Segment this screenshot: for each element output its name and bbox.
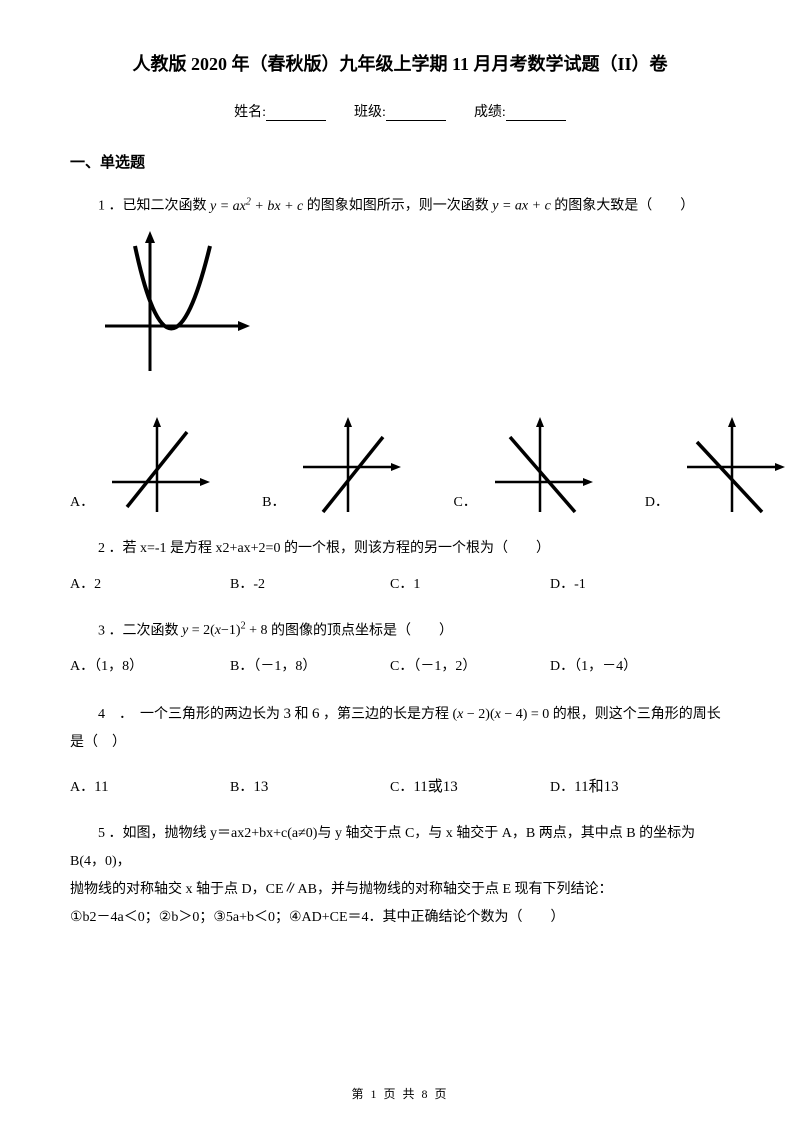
q1-optD-label: D． [645, 489, 669, 517]
q2-optD: D．-1 [550, 571, 710, 599]
q1-graph-c [485, 417, 595, 517]
name-blank[interactable] [266, 107, 326, 121]
q4-optB: B．13 [230, 772, 390, 802]
q1-graph-d [677, 417, 787, 517]
page-title: 人教版 2020 年（春秋版）九年级上学期 11 月月考数学试题（II）卷 [70, 50, 730, 76]
q3-optC: C．（－1，2） [390, 653, 550, 681]
parabola-graph [100, 231, 250, 381]
q4-num2: 6 [312, 706, 320, 722]
page-footer: 第 1 页 共 8 页 [0, 1085, 800, 1102]
q1-text-pre: 1 ．已知二次函数 [98, 199, 207, 214]
q1-formula1: y = ax2 + bx + c [210, 199, 303, 214]
q4-formula: (x − 2)(x − 4) = 0 [453, 707, 550, 722]
score-blank[interactable] [506, 107, 566, 121]
q4-text-pre: 4 ． 一个三角形的两边长为 [98, 707, 280, 722]
q1-text-post: 的图象大致是（ ） [554, 199, 694, 214]
question-1: 1 ．已知二次函数 y = ax2 + bx + c 的图象如图所示，则一次函数… [70, 192, 730, 517]
q2-optB: B．-2 [230, 571, 390, 599]
q3-optB: B．（－1，8） [230, 653, 390, 681]
question-2: 2 ．若 x=-1 是方程 x2+ax+2=0 的一个根，则该方程的另一个根为（… [70, 535, 730, 599]
q4-optD: D．11和13 [550, 772, 710, 802]
q4-text-mid1: 和 [295, 707, 309, 722]
q1-graph-b [293, 417, 403, 517]
q2-optA: A．2 [70, 571, 230, 599]
q3-formula: y = 2(x−1)2 + 8 [182, 623, 267, 638]
q1-formula2: y = ax + c [492, 199, 551, 214]
q4-text-mid2: ，第三边的长是方程 [323, 707, 449, 722]
q2-text: 2 ．若 x=-1 是方程 x2+ax+2=0 的一个根，则该方程的另一个根为（… [70, 535, 730, 563]
question-5: 5 ．如图，抛物线 y＝ax2+bx+c(a≠0)与 y 轴交于点 C，与 x … [70, 820, 730, 932]
q3-text-pre: 3 ．二次函数 [98, 623, 179, 638]
q4-num1: 3 [284, 706, 292, 722]
q5-line3: ①b2－4a＜0；②b＞0；③5a+b＜0；④AD+CE＝4．其中正确结论个数为… [70, 904, 730, 932]
class-label: 班级: [354, 105, 386, 120]
q3-optA: A．（1，8） [70, 653, 230, 681]
q1-text-mid: 的图象如图所示，则一次函数 [307, 199, 489, 214]
q3-optD: D．（1，－4） [550, 653, 710, 681]
q2-optC: C．1 [390, 571, 550, 599]
info-line: 姓名: 班级: 成绩: [70, 101, 730, 121]
section-header: 一、单选题 [70, 151, 730, 172]
q1-optA-label: A． [70, 489, 94, 517]
q5-line2: 抛物线的对称轴交 x 轴于点 D，CE∥AB，并与抛物线的对称轴交于点 E 现有… [70, 876, 730, 904]
q5-line1: 5 ．如图，抛物线 y＝ax2+bx+c(a≠0)与 y 轴交于点 C，与 x … [70, 820, 730, 876]
q1-optB-label: B． [262, 489, 285, 517]
question-3: 3 ．二次函数 y = 2(x−1)2 + 8 的图像的顶点坐标是（ ） A．（… [70, 617, 730, 682]
question-4: 4 ． 一个三角形的两边长为 3 和 6 ，第三边的长是方程 (x − 2)(x… [70, 699, 730, 802]
q1-graph-a [102, 417, 212, 517]
q1-optC-label: C． [453, 489, 476, 517]
score-label: 成绩: [474, 105, 506, 120]
name-label: 姓名: [234, 105, 266, 120]
q4-optA: A．11 [70, 772, 230, 802]
q4-optC: C．11或13 [390, 772, 550, 802]
class-blank[interactable] [386, 107, 446, 121]
q3-text-post: 的图像的顶点坐标是（ ） [271, 623, 453, 638]
